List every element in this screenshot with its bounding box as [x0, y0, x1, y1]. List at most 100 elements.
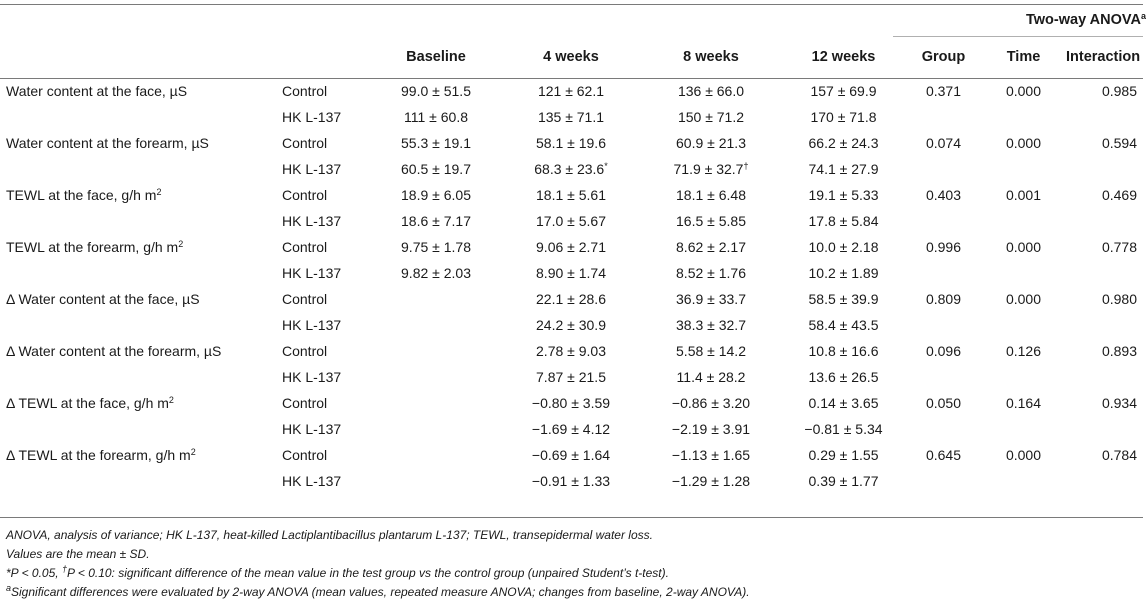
- cell-group: Control: [276, 234, 371, 260]
- cell-measure-superscript: 2: [168, 395, 174, 405]
- cell-p-group: 0.074: [906, 130, 981, 156]
- cell-group: Control: [276, 78, 371, 104]
- cell-8-weeks: 18.1 ± 6.48: [641, 182, 781, 208]
- cell-12-weeks-text: 10.8 ± 16.6: [808, 343, 879, 359]
- col-header-12-weeks: 12 weeks: [811, 49, 876, 65]
- cell-8-weeks-text: −2.19 ± 3.91: [671, 421, 751, 437]
- cell-12-weeks-text: 10.2 ± 1.89: [808, 265, 879, 281]
- cell-measure: [0, 260, 276, 286]
- table-row: HK L-137 18.6 ± 7.17 17.0 ± 5.67 16.5 ± 5.8…: [0, 208, 1143, 234]
- cell-group-text: HK L-137: [282, 161, 342, 177]
- cell-12-weeks-text: 157 ± 69.9: [810, 83, 877, 99]
- table-row: Δ TEWL at the face, g/h m2 Control −0.80 ±…: [0, 390, 1143, 416]
- cell-8-weeks: 5.58 ± 14.2: [641, 338, 781, 364]
- cell-p-time: 0.000: [981, 78, 1066, 104]
- footnote-significance: *P < 0.05, †P < 0.10: significant differ…: [6, 564, 1142, 583]
- cell-baseline: 18.9 ± 6.05: [371, 182, 501, 208]
- cell-baseline: [371, 442, 501, 468]
- cell-p-group-text: 0.996: [925, 239, 962, 255]
- cell-12-weeks: 10.2 ± 1.89: [781, 260, 906, 286]
- cell-p-time: 0.000: [981, 130, 1066, 156]
- cell-baseline-text: 55.3 ± 19.1: [401, 135, 471, 151]
- col-header-8-weeks: 8 weeks: [683, 49, 739, 65]
- cell-baseline: 9.82 ± 2.03: [371, 260, 501, 286]
- cell-p-time: 0.000: [981, 286, 1066, 312]
- col-header-4-weeks: 4 weeks: [543, 49, 599, 65]
- header-row-2: Two-way ANOVAa: [0, 4, 1146, 36]
- cell-12-weeks: 66.2 ± 24.3: [781, 130, 906, 156]
- cell-p-group: 0.403: [906, 182, 981, 208]
- cell-measure: TEWL at the forearm, g/h m2: [0, 234, 276, 260]
- cell-8-weeks-text: 150 ± 71.2: [677, 109, 745, 125]
- anova-span-rule: [893, 36, 1143, 37]
- cell-4-weeks: 2.78 ± 9.03: [501, 338, 641, 364]
- cell-8-weeks: 150 ± 71.2: [641, 104, 781, 130]
- header-rule: [0, 78, 1143, 79]
- cell-4-weeks-text: 68.3 ± 23.6: [534, 161, 605, 177]
- cell-4-weeks-text: 8.90 ± 1.74: [536, 265, 606, 281]
- cell-group-text: Control: [282, 135, 328, 151]
- cell-p-interaction: [1066, 104, 1143, 130]
- cell-p-time: [981, 208, 1066, 234]
- cell-4-weeks: −0.69 ± 1.64: [501, 442, 641, 468]
- cell-p-group: 0.096: [906, 338, 981, 364]
- table-row: Δ TEWL at the forearm, g/h m2 Control −0.6…: [0, 442, 1143, 468]
- cell-p-interaction-text: 0.934: [1101, 395, 1137, 411]
- results-table: Two-way ANOVAa Baseline 4 weeks 8 weeks …: [0, 4, 1146, 494]
- footnote-dagger-symbol: †: [61, 564, 67, 574]
- cell-12-weeks: 0.39 ± 1.77: [781, 468, 906, 494]
- anova-group-header: Two-way ANOVAa: [906, 4, 1146, 36]
- cell-baseline-text: 111 ± 60.8: [404, 109, 468, 125]
- cell-8-weeks-text: 8.52 ± 1.76: [676, 265, 746, 281]
- cell-12-weeks-text: −0.81 ± 5.34: [804, 421, 883, 437]
- cell-4-weeks-text: −0.91 ± 1.33: [531, 473, 611, 489]
- cell-group: HK L-137: [276, 416, 371, 442]
- cell-baseline: [371, 364, 501, 390]
- cell-measure-text: Δ TEWL at the forearm, g/h m: [6, 447, 191, 463]
- cell-p-interaction: 0.778: [1066, 234, 1143, 260]
- cell-p-group: [906, 468, 981, 494]
- cell-12-weeks: 157 ± 69.9: [781, 78, 906, 104]
- cell-8-weeks: 36.9 ± 33.7: [641, 286, 781, 312]
- cell-12-weeks: 74.1 ± 27.9: [781, 156, 906, 182]
- footnote-abbreviations: ANOVA, analysis of variance; HK L-137, h…: [6, 528, 653, 542]
- cell-group: HK L-137: [276, 260, 371, 286]
- cell-group: HK L-137: [276, 468, 371, 494]
- cell-4-weeks: −1.69 ± 4.12: [501, 416, 641, 442]
- cell-4-weeks-text: 24.2 ± 30.9: [536, 317, 606, 333]
- cell-12-weeks: 19.1 ± 5.33: [781, 182, 906, 208]
- cell-measure: Water content at the forearm, µS: [0, 130, 276, 156]
- cell-group: HK L-137: [276, 104, 371, 130]
- cell-8-weeks: 71.9 ± 32.7†: [641, 156, 781, 182]
- cell-p-time-text: 0.000: [1005, 447, 1042, 463]
- cell-measure: [0, 364, 276, 390]
- cell-4-weeks-text: 22.1 ± 28.6: [536, 291, 606, 307]
- cell-measure-text: TEWL at the face, g/h m: [6, 187, 157, 203]
- cell-4-weeks-text: 135 ± 71.1: [537, 109, 605, 125]
- cell-p-time: 0.000: [981, 234, 1066, 260]
- cell-measure-text: Δ Water content at the forearm, µS: [6, 343, 222, 359]
- cell-measure-text: Δ TEWL at the face, g/h m: [6, 395, 169, 411]
- cell-8-weeks: 38.3 ± 32.7: [641, 312, 781, 338]
- cell-4-weeks-text: 7.87 ± 21.5: [536, 369, 606, 385]
- cell-group: HK L-137: [276, 208, 371, 234]
- cell-baseline: [371, 338, 501, 364]
- cell-p-interaction-text: 0.778: [1101, 239, 1137, 255]
- table-row: Δ Water content at the forearm, µS Contro…: [0, 338, 1143, 364]
- table-row: HK L-137 24.2 ± 30.9 38.3 ± 32.7 58.4 ± 43.…: [0, 312, 1143, 338]
- cell-12-weeks-text: 0.14 ± 3.65: [808, 395, 879, 411]
- cell-4-weeks: 68.3 ± 23.6*: [501, 156, 641, 182]
- cell-measure: [0, 468, 276, 494]
- cell-8-weeks-text: 136 ± 66.0: [677, 83, 745, 99]
- cell-12-weeks: 170 ± 71.8: [781, 104, 906, 130]
- cell-measure: Δ TEWL at the forearm, g/h m2: [0, 442, 276, 468]
- cell-12-weeks-text: 0.29 ± 1.55: [808, 447, 879, 463]
- cell-p-interaction: 0.934: [1066, 390, 1143, 416]
- table-row: HK L-137 −0.91 ± 1.33 −1.29 ± 1.28 0.39 ± 1…: [0, 468, 1143, 494]
- col-header-anova-time: Time: [1006, 49, 1041, 65]
- cell-4-weeks: 17.0 ± 5.67: [501, 208, 641, 234]
- cell-p-group: 0.371: [906, 78, 981, 104]
- cell-baseline: 18.6 ± 7.17: [371, 208, 501, 234]
- cell-p-interaction: [1066, 364, 1143, 390]
- cell-12-weeks-text: 17.8 ± 5.84: [808, 213, 879, 229]
